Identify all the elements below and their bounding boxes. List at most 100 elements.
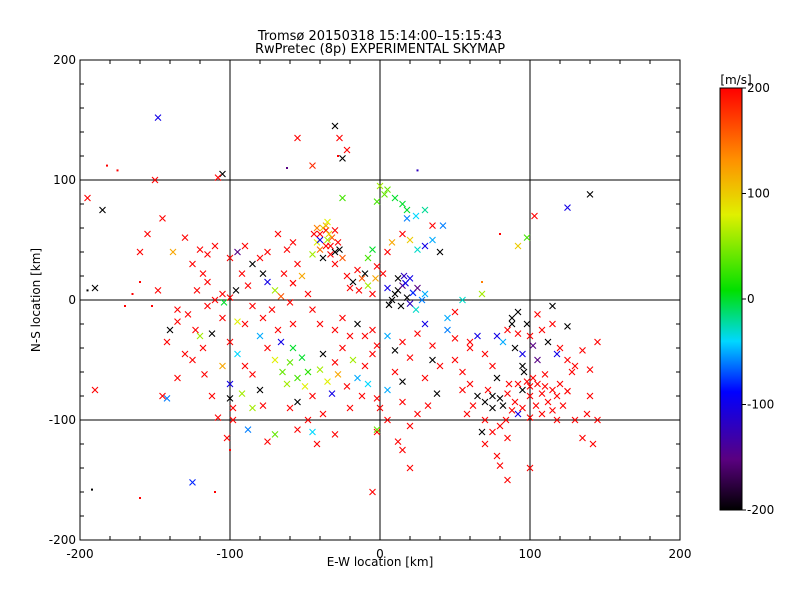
data-point-x xyxy=(192,326,199,334)
data-point-x xyxy=(346,284,354,292)
data-point-x xyxy=(538,410,546,418)
data-point-x xyxy=(399,446,406,454)
data-point-x xyxy=(373,198,381,205)
data-point-x xyxy=(579,434,586,442)
data-point-x xyxy=(211,242,219,250)
data-point-x xyxy=(286,404,294,412)
data-point-x xyxy=(324,218,331,226)
data-point-x xyxy=(229,416,237,424)
data-point-x xyxy=(331,359,339,366)
data-point-x xyxy=(399,398,406,406)
data-point-x xyxy=(403,215,411,222)
data-point-x xyxy=(489,362,496,370)
data-point-dot xyxy=(481,281,483,283)
data-point-x xyxy=(514,410,522,418)
data-point-x xyxy=(199,270,207,277)
data-point-x xyxy=(259,402,267,409)
data-point-x xyxy=(514,380,522,388)
data-point-x xyxy=(331,260,339,268)
data-point-x xyxy=(339,155,346,162)
data-point-x xyxy=(283,380,291,388)
data-point-x xyxy=(444,326,451,334)
data-point-x xyxy=(268,306,276,313)
data-point-x xyxy=(394,438,402,445)
data-point-x xyxy=(226,395,234,402)
data-point-dot xyxy=(229,449,231,451)
data-point-x xyxy=(376,404,384,412)
data-point-x xyxy=(496,422,504,430)
data-point-x xyxy=(271,431,279,438)
data-point-x xyxy=(91,386,99,394)
data-point-x xyxy=(309,306,316,313)
data-point-x xyxy=(421,242,429,250)
y-tick-label: -100 xyxy=(49,413,76,427)
data-point-x xyxy=(151,176,159,184)
data-point-x xyxy=(256,254,264,262)
data-point-x xyxy=(523,320,531,328)
data-point-x xyxy=(324,378,331,385)
data-point-x xyxy=(369,350,376,358)
data-point-x xyxy=(373,342,381,349)
data-point-x xyxy=(504,390,511,397)
data-point-x xyxy=(553,392,561,400)
data-point-x xyxy=(508,320,516,328)
data-point-x xyxy=(523,234,531,241)
data-point-x xyxy=(304,416,312,424)
data-point-x xyxy=(466,380,474,388)
data-point-x xyxy=(549,320,556,328)
data-point-x xyxy=(219,290,226,298)
x-tick-label: 0 xyxy=(376,547,384,561)
data-point-x xyxy=(469,402,477,409)
data-point-x xyxy=(579,347,586,354)
data-point-x xyxy=(421,206,429,214)
data-point-x xyxy=(429,342,436,349)
data-point-x xyxy=(496,462,504,469)
data-point-x xyxy=(144,230,151,238)
data-point-dot xyxy=(499,233,501,235)
data-point-x xyxy=(346,332,354,340)
data-point-x xyxy=(397,302,405,310)
data-point-x xyxy=(274,230,282,238)
data-point-x xyxy=(511,398,519,406)
data-point-x xyxy=(309,162,316,169)
data-point-x xyxy=(504,434,511,442)
data-point-x xyxy=(429,236,436,244)
data-point-x xyxy=(204,251,211,258)
data-point-x xyxy=(481,398,489,406)
data-point-x xyxy=(339,344,346,352)
data-point-x xyxy=(271,356,279,364)
data-point-x xyxy=(418,296,426,304)
data-point-x xyxy=(481,350,489,358)
data-point-x xyxy=(451,308,459,316)
data-point-x xyxy=(544,398,552,406)
data-point-x xyxy=(466,338,474,346)
data-point-x xyxy=(154,114,162,121)
data-point-x xyxy=(277,338,285,346)
data-point-x xyxy=(399,230,406,238)
data-point-x xyxy=(226,294,234,301)
data-point-x xyxy=(219,314,226,322)
y-axis-label: N-S location [km] xyxy=(29,248,43,352)
data-point-x xyxy=(361,362,369,370)
data-point-x xyxy=(201,371,208,378)
data-point-x xyxy=(406,275,414,282)
data-point-x xyxy=(391,347,399,354)
data-point-x xyxy=(289,344,297,352)
x-tick-label: 100 xyxy=(519,547,542,561)
data-point-x xyxy=(361,332,369,340)
data-point-x xyxy=(553,416,561,424)
data-point-x xyxy=(238,270,246,277)
data-point-x xyxy=(379,270,387,277)
data-point-x xyxy=(433,390,441,397)
data-point-x xyxy=(169,248,177,256)
data-point-x xyxy=(534,311,541,318)
data-point-x xyxy=(421,290,429,298)
data-point-x xyxy=(388,296,396,304)
data-point-x xyxy=(316,366,324,373)
data-point-x xyxy=(372,275,379,282)
data-point-x xyxy=(234,318,241,325)
data-point-x xyxy=(166,326,174,334)
colorbar-tick-label: 200 xyxy=(747,81,770,95)
data-point-x xyxy=(523,378,531,385)
data-point-dot xyxy=(286,167,288,169)
